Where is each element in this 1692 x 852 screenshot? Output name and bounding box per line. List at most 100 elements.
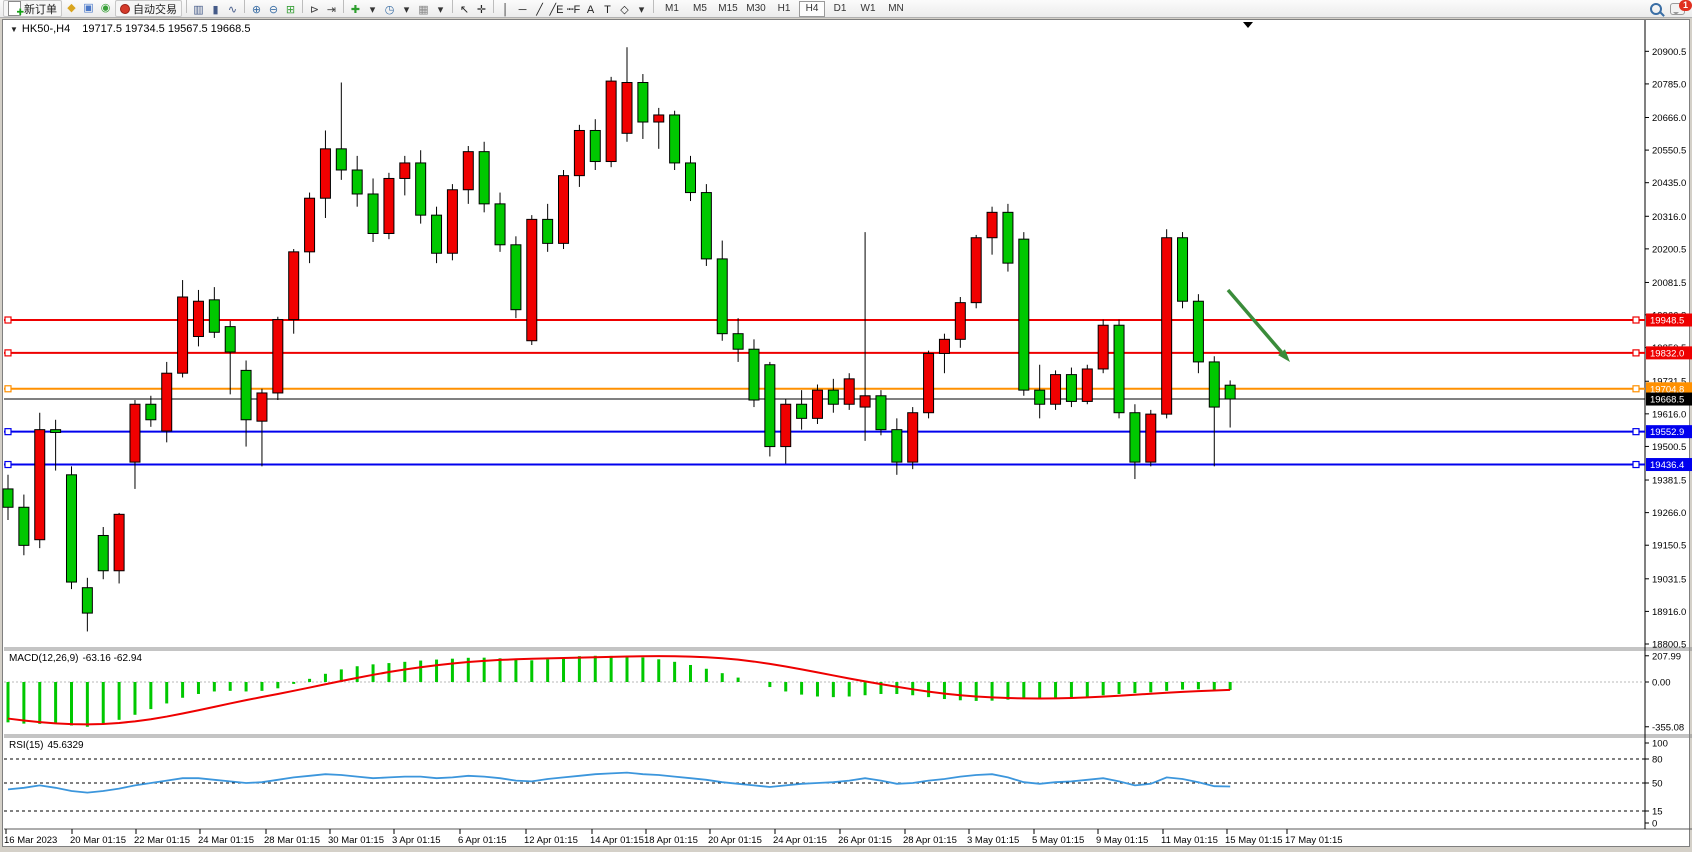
candle-body <box>811 389 823 419</box>
candle-body <box>589 129 601 163</box>
candle-body <box>1177 237 1189 302</box>
candle-body <box>399 162 411 179</box>
timeframe-m5[interactable]: M5 <box>693 3 707 14</box>
level-line-handle[interactable] <box>4 385 12 393</box>
dropdown-icon[interactable]: ▾ <box>403 3 410 16</box>
signal-icon[interactable]: ◉ <box>100 2 111 14</box>
candle-body <box>510 244 522 311</box>
trendline-icon[interactable]: ╱ <box>536 3 543 16</box>
candle-body <box>843 378 855 405</box>
level-line-handle[interactable] <box>1632 349 1640 357</box>
candle-body <box>637 82 649 123</box>
toolbar-separator <box>302 0 303 13</box>
collapse-indicator-list-icon[interactable]: ▼ <box>10 25 18 34</box>
funnel-icon[interactable]: ◆ <box>67 2 76 14</box>
candle-body <box>494 203 506 246</box>
vertical-line-icon[interactable]: │ <box>502 3 509 16</box>
periods-icon[interactable]: ◷ <box>384 3 395 16</box>
macd-indicator-label: MACD(12,26,9) -63.16 -62.94 <box>9 653 146 664</box>
price-axis-tick-label: 19500.5 <box>1652 442 1686 453</box>
new-order-button[interactable]: 新订单 <box>3 0 62 18</box>
level-line-handle[interactable] <box>1632 316 1640 324</box>
candle-body <box>938 338 950 354</box>
candle-body <box>684 162 696 194</box>
candle-body <box>462 151 474 191</box>
candle-body <box>700 192 712 260</box>
profile-icon[interactable]: ⊳ <box>309 3 320 16</box>
timeframe-d1[interactable]: D1 <box>833 3 847 14</box>
templates-icon[interactable]: ▦ <box>418 3 429 16</box>
candle-body <box>50 429 62 433</box>
timeframe-m1[interactable]: M1 <box>665 3 679 14</box>
price-axis-tick-label: 20200.5 <box>1652 244 1686 255</box>
candle-body <box>764 364 776 448</box>
cursor-icon[interactable]: ↖ <box>459 3 470 16</box>
timeframe-m30[interactable]: M30 <box>746 3 766 14</box>
price-level-label <box>1646 346 1692 360</box>
time-axis-label: 14 Apr 01:15 <box>590 835 644 846</box>
price-level-label <box>1646 382 1692 396</box>
chat-icon[interactable]: 1 <box>1670 0 1692 15</box>
timeframe-h4[interactable]: H4 <box>799 0 825 17</box>
dropdown-icon[interactable]: ▾ <box>638 3 645 16</box>
search-icon[interactable] <box>1650 2 1662 15</box>
candle-body <box>177 296 189 374</box>
timeframe-mn[interactable]: MN <box>888 3 904 14</box>
dropdown-icon[interactable]: ▾ <box>369 3 376 16</box>
candle-body <box>573 129 585 177</box>
candle-body <box>81 587 93 614</box>
zoom-in-icon[interactable]: ⊕ <box>251 3 262 16</box>
time-axis-label: 20 Apr 01:15 <box>708 835 762 846</box>
candlestick-chart-icon[interactable]: ▮ <box>212 3 219 16</box>
zoom-out-icon[interactable]: ⊖ <box>268 3 279 16</box>
candle-body <box>208 299 220 333</box>
horizontal-line-icon[interactable]: ─ <box>518 3 527 16</box>
bar-chart-icon[interactable]: ▥ <box>193 3 204 16</box>
level-line-handle[interactable] <box>1632 428 1640 436</box>
autotrade-button[interactable]: 自动交易 <box>115 0 182 17</box>
time-axis-label: 16 Mar 2023 <box>4 835 57 846</box>
crosshair-icon[interactable]: ✛ <box>476 3 487 16</box>
candle-body <box>986 211 998 239</box>
level-line-handle[interactable] <box>4 349 12 357</box>
candle-body <box>224 326 236 353</box>
indicators-icon[interactable]: ✚ <box>350 3 361 16</box>
timeframe-m15[interactable]: M15 <box>718 3 738 14</box>
channel-icon[interactable]: ╱E <box>549 3 564 16</box>
trend-arrow-head[interactable] <box>1278 349 1290 362</box>
level-line-handle[interactable] <box>4 428 12 436</box>
current-price-label <box>1646 392 1692 406</box>
trend-arrow-line[interactable] <box>1226 288 1283 354</box>
timeframe-h1[interactable]: H1 <box>777 3 791 14</box>
level-line-handle[interactable] <box>1632 385 1640 393</box>
symbol-period-label: HK50-,H4 <box>21 23 71 35</box>
chart-window-icon[interactable]: ▣ <box>83 2 94 14</box>
text-icon[interactable]: A <box>586 3 595 16</box>
time-axis-label: 11 May 01:15 <box>1161 835 1218 846</box>
fibonacci-icon[interactable]: ┉F <box>566 3 581 16</box>
tile-windows-icon[interactable]: ⊞ <box>285 3 296 16</box>
rsi-line <box>7 771 1231 794</box>
label-icon[interactable]: T <box>604 3 611 16</box>
time-axis-label: 24 Mar 01:15 <box>198 835 254 846</box>
step-forward-icon[interactable]: ⇥ <box>326 3 337 16</box>
shapes-icon[interactable]: ◇ <box>620 3 629 16</box>
line-chart-icon[interactable]: ∿ <box>227 3 238 16</box>
toolbar-separator <box>186 0 187 13</box>
dropdown-icon[interactable]: ▾ <box>437 3 444 16</box>
candle-body <box>256 392 268 422</box>
level-line-handle[interactable] <box>4 316 12 324</box>
candle-body <box>65 474 77 583</box>
time-axis-label: 22 Mar 01:15 <box>134 835 190 846</box>
price-axis-tick-label: 20081.5 <box>1652 278 1686 289</box>
timeframe-w1[interactable]: W1 <box>860 3 876 14</box>
new-order-icon <box>8 1 24 18</box>
rsi-axis-label: 0 <box>1652 819 1657 830</box>
chart-shift-marker-icon[interactable] <box>1243 22 1253 28</box>
level-line-handle[interactable] <box>4 460 12 469</box>
candle-body <box>2 488 14 508</box>
candle-body <box>748 348 760 401</box>
candle-body <box>319 148 331 199</box>
level-line-handle[interactable] <box>1632 460 1640 469</box>
candle-body <box>954 302 966 340</box>
